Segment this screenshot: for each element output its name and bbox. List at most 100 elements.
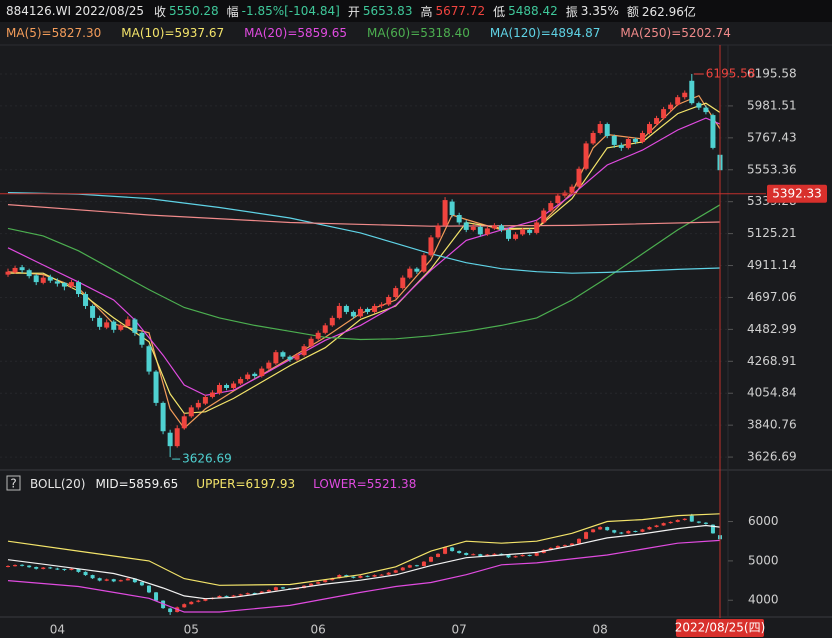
candle-body [217,595,222,599]
candle-body [654,118,660,125]
line [7,94,721,430]
y-tick-label: 4911.14 [747,258,797,272]
candle-body [104,579,109,581]
candle-body [471,554,476,556]
candle-body [315,332,321,339]
candle-body [111,579,116,582]
candle-body [633,530,638,532]
candle-body [287,356,293,360]
candle-body [491,225,497,229]
quote-header: 884126.WI 2022/08/25 收 5550.28 幅 -1.85%[-104… [6,3,704,19]
candle-body [618,144,624,148]
candle-body [280,352,286,357]
candle-body [506,229,512,239]
candle-body [195,402,201,408]
candle-body [160,402,166,432]
candle-body [12,267,18,273]
boll-legend: BOLL(20) MID=5859.65 UPPER=6197.93 LOWER=55… [30,476,434,492]
candle-body [146,585,151,593]
quote-code: 884126.WI 2022/08/25 [6,4,145,18]
crosshair-value: 5392.33 [772,186,822,200]
candle-body [548,547,553,550]
candle-body [604,124,610,136]
annotation-label: 6195.58 [706,66,756,80]
legend-entry: MA(5)=5827.30 [6,26,102,40]
legend-entry: MA(250)=5202.74 [620,26,731,40]
candle-body [654,525,659,528]
candle-body [154,592,159,601]
candle-body [97,578,102,581]
candle-body [379,574,384,576]
candle-body [506,554,511,558]
legend-title: BOLL(20) [30,477,86,491]
candle-body [625,138,631,148]
candle-body [513,556,518,558]
candle-body [153,371,159,403]
candle-body [612,530,617,533]
candle-body [181,416,187,429]
legend-entry: MA(60)=5318.40 [367,26,470,40]
candle-body [146,346,152,372]
candle-body [203,599,208,601]
candle-body [407,565,412,568]
quote-value: 5677.72 [435,4,486,18]
y-tick-label: 6000 [748,514,779,528]
quote-value: 5550.28 [169,4,219,18]
candle-body [83,571,88,576]
candle-body [365,575,370,577]
line [7,117,721,397]
candle-body [640,529,645,532]
candle-body [365,308,371,312]
candle-body [443,547,448,554]
crosshair-value-box [767,184,827,203]
y-tick-label: 4482.99 [747,322,797,336]
candle-body [118,325,124,330]
candle-body [682,92,688,98]
candle-body [689,80,695,104]
candle-body [583,143,589,169]
help-icon-box[interactable] [6,475,21,491]
candle-body [34,566,39,569]
header-bar [0,0,832,22]
help-icon[interactable]: ? [10,477,16,491]
candle-body [520,229,526,235]
x-tick-label: 04 [50,623,65,637]
candle-body [55,568,60,570]
candle-body [104,322,110,328]
candle-body [661,523,666,526]
candle-body [421,561,426,567]
candle-body [322,325,328,333]
candle-body [259,591,264,594]
candle-body [54,281,60,284]
candle-body [626,530,631,534]
candle-body [710,115,716,148]
candle-body [90,575,95,579]
y-tick-label: 4000 [748,593,779,607]
quote-value: 5488.42 [508,4,558,18]
quote-label: 振 [565,4,578,19]
candle-body [386,572,391,575]
candle-body [442,200,448,226]
candle-body [632,138,638,142]
line [8,102,721,414]
candle-body [449,201,455,215]
candle-body [61,282,67,287]
candle-body [252,592,257,594]
candle-body [26,270,32,277]
candle-body [555,545,560,548]
candle-body [358,575,363,578]
candle-body [498,225,504,230]
quote-label: 额 [626,4,639,19]
candle-body [703,107,709,113]
candle-body [132,578,137,583]
candle-body [350,311,356,317]
candle-body [450,547,455,552]
y-tick-label: 4697.06 [747,290,797,304]
candle-body [696,103,702,108]
crosshair-date-box [676,619,764,637]
candle-body [428,237,434,256]
candle-body [323,580,328,583]
quote-value: 3.35% [580,4,619,18]
